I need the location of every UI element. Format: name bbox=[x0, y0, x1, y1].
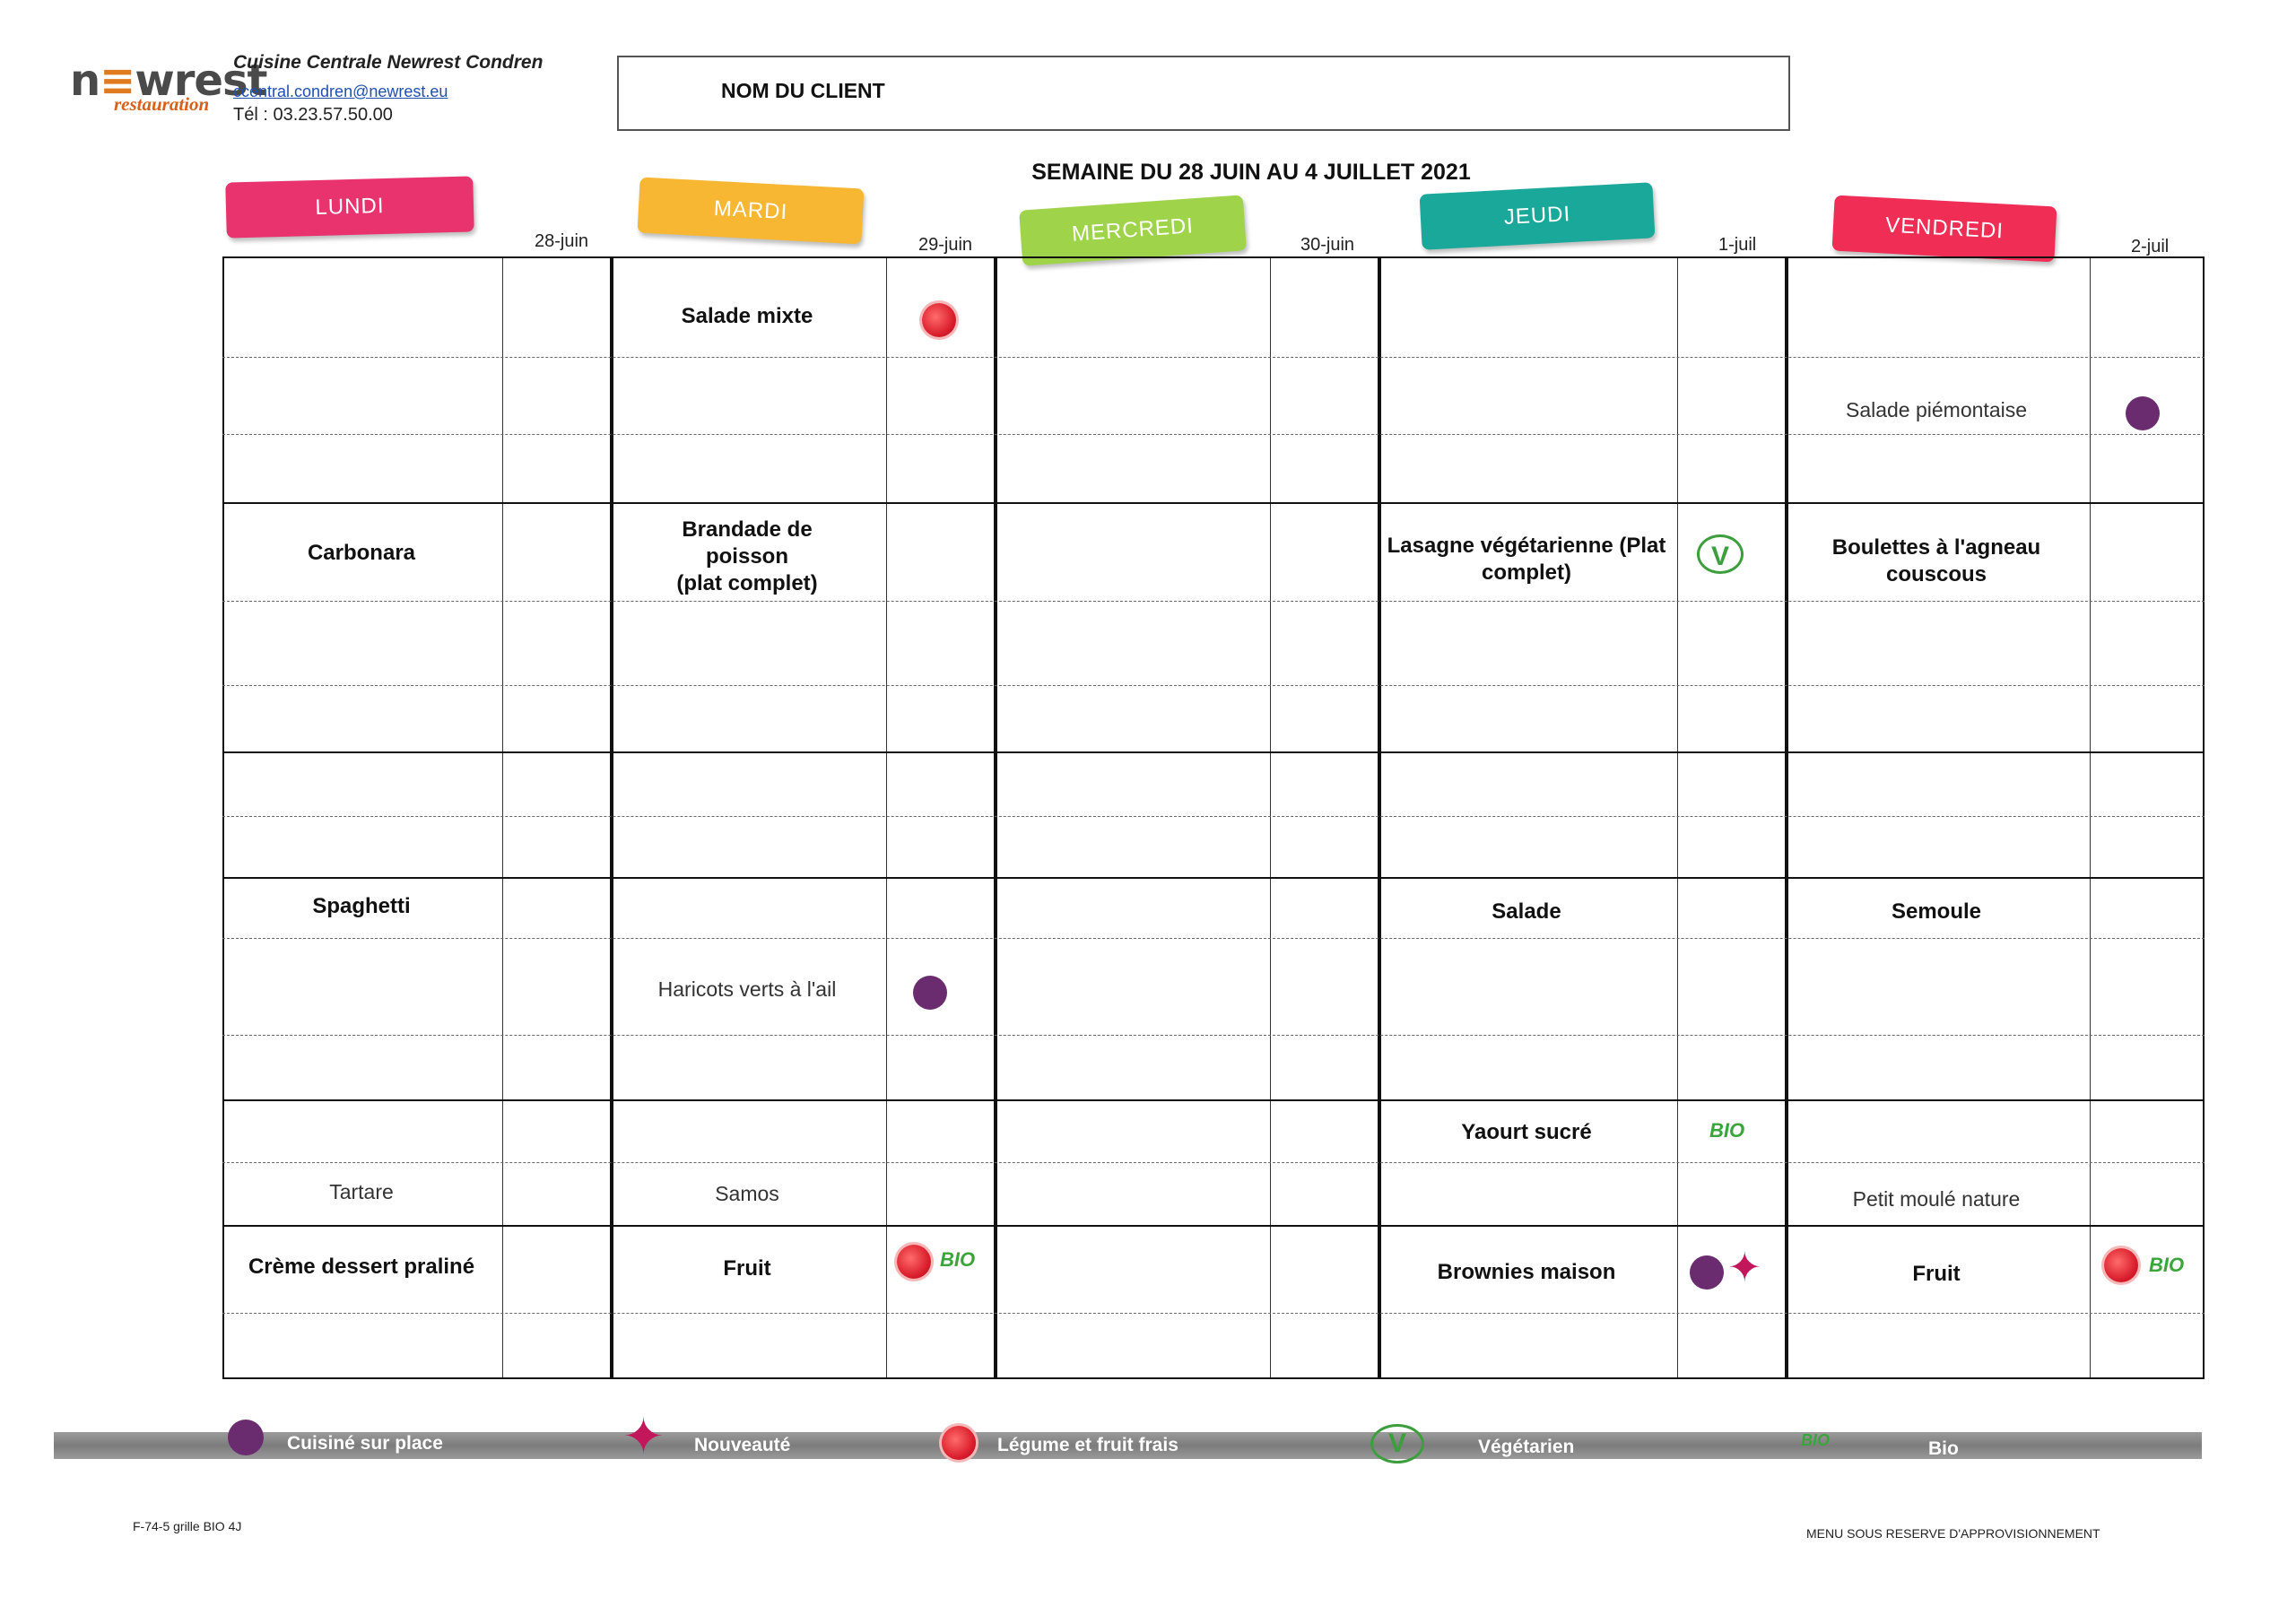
mardi-plat-line2: poisson bbox=[705, 544, 788, 569]
date-mercredi: 30-juin bbox=[1300, 235, 1355, 255]
client-name-label: NOM DU CLIENT bbox=[721, 79, 885, 102]
vendredi-fromage: Petit moulé nature bbox=[1852, 1187, 2021, 1211]
vendredi-plat: Boulettes à l'agneau couscous bbox=[1785, 534, 2088, 588]
vendredi-entree: Salade piémontaise bbox=[1845, 398, 2028, 421]
mardi-plat-line1: Brandade de bbox=[682, 517, 813, 542]
tomato-icon bbox=[922, 303, 956, 337]
date-lundi: 28-juin bbox=[535, 231, 589, 251]
tab-mardi: MARDI bbox=[637, 177, 865, 245]
vendredi-plat-line2: couscous bbox=[1885, 562, 1987, 586]
tab-mercredi: MERCREDI bbox=[1019, 195, 1247, 266]
jeudi-plat-line1: Lasagne végétarienne (Plat bbox=[1387, 534, 1666, 558]
legend-vegetarien: Végétarien bbox=[1478, 1437, 1575, 1457]
form-reference: F-74-5 grille BIO 4J bbox=[133, 1519, 242, 1533]
legend-legume-fruit-frais: Légume et fruit frais bbox=[997, 1435, 1178, 1455]
tab-vendredi: VENDREDI bbox=[1831, 195, 2057, 263]
jeudi-plat: Lasagne végétarienne (Plat complet) bbox=[1378, 533, 1675, 586]
lundi-dessert: Crème dessert praliné bbox=[248, 1255, 475, 1279]
bio-icon: BIO bbox=[1709, 1119, 1745, 1142]
lundi-plat: Carbonara bbox=[307, 541, 416, 565]
lundi-accompagnement: Spaghetti bbox=[312, 894, 411, 918]
vendredi-accompagnement: Semoule bbox=[1891, 899, 1982, 924]
date-jeudi: 1-juil bbox=[1718, 235, 1757, 255]
column-lundi bbox=[222, 256, 613, 1379]
chef-hat-icon bbox=[228, 1420, 264, 1455]
vegetarian-icon: V bbox=[1370, 1424, 1424, 1463]
client-name-box[interactable] bbox=[617, 56, 1790, 131]
jeudi-laitage: Yaourt sucré bbox=[1461, 1120, 1592, 1144]
star-icon: ✦ bbox=[1727, 1244, 1762, 1290]
bio-icon: BIO bbox=[1801, 1431, 1831, 1449]
legend-cuisine-sur-place: Cuisiné sur place bbox=[287, 1433, 443, 1454]
column-vendredi bbox=[1785, 256, 2205, 1379]
chef-hat-icon bbox=[913, 976, 947, 1010]
tomato-icon bbox=[2104, 1248, 2138, 1282]
mardi-fromage: Samos bbox=[715, 1182, 779, 1205]
week-title: SEMAINE DU 28 JUIN AU 4 JUILLET 2021 bbox=[1031, 160, 1471, 185]
date-vendredi: 2-juil bbox=[2131, 237, 2170, 256]
jeudi-accompagnement: Salade bbox=[1492, 899, 1561, 924]
column-jeudi bbox=[1378, 256, 1788, 1379]
mardi-entree: Salade mixte bbox=[681, 304, 813, 328]
vendredi-dessert: Fruit bbox=[1912, 1262, 1961, 1286]
organization-email-link[interactable]: ccentral.condren@newrest.eu bbox=[233, 83, 448, 100]
tab-lundi: LUNDI bbox=[225, 176, 474, 239]
chef-hat-icon bbox=[2126, 396, 2160, 430]
mardi-plat: Brandade de poisson (plat complet) bbox=[610, 517, 884, 597]
vegetarian-icon: V bbox=[1697, 534, 1744, 574]
chef-hat-icon bbox=[1690, 1255, 1724, 1290]
star-icon: ✦ bbox=[622, 1408, 665, 1464]
bio-icon: BIO bbox=[2149, 1254, 2185, 1276]
tomato-icon bbox=[897, 1245, 931, 1279]
newrest-logo: n≡wrest bbox=[70, 56, 267, 106]
logo-subtitle: restauration bbox=[114, 93, 210, 115]
jeudi-dessert: Brownies maison bbox=[1437, 1260, 1616, 1284]
legend-bar bbox=[54, 1432, 2202, 1459]
tomato-icon bbox=[942, 1426, 976, 1460]
mardi-accompagnement: Haricots verts à l'ail bbox=[657, 977, 837, 1001]
vendredi-plat-line1: Boulettes à l'agneau bbox=[1831, 535, 2041, 560]
column-mardi bbox=[610, 256, 997, 1379]
legend-bio: Bio bbox=[1928, 1438, 1959, 1459]
legend-nouveaute: Nouveauté bbox=[694, 1435, 791, 1455]
bio-icon: BIO bbox=[940, 1248, 976, 1271]
tab-jeudi: JEUDI bbox=[1419, 182, 1656, 250]
jeudi-plat-line2: complet) bbox=[1481, 560, 1571, 585]
column-mercredi bbox=[994, 256, 1381, 1379]
organization-name: Cuisine Centrale Newrest Condren bbox=[233, 52, 544, 73]
supply-disclaimer: MENU SOUS RESERVE D'APPROVISIONNEMENT bbox=[1806, 1526, 2100, 1541]
lundi-fromage: Tartare bbox=[329, 1180, 394, 1203]
mardi-plat-line3: (plat complet) bbox=[676, 571, 818, 595]
menu-grid: Carbonara Spaghetti Tartare Crème desser… bbox=[222, 256, 2205, 1379]
date-mardi: 29-juin bbox=[918, 235, 973, 255]
mardi-dessert: Fruit bbox=[723, 1256, 771, 1281]
organization-phone: Tél : 03.23.57.50.00 bbox=[233, 105, 393, 125]
